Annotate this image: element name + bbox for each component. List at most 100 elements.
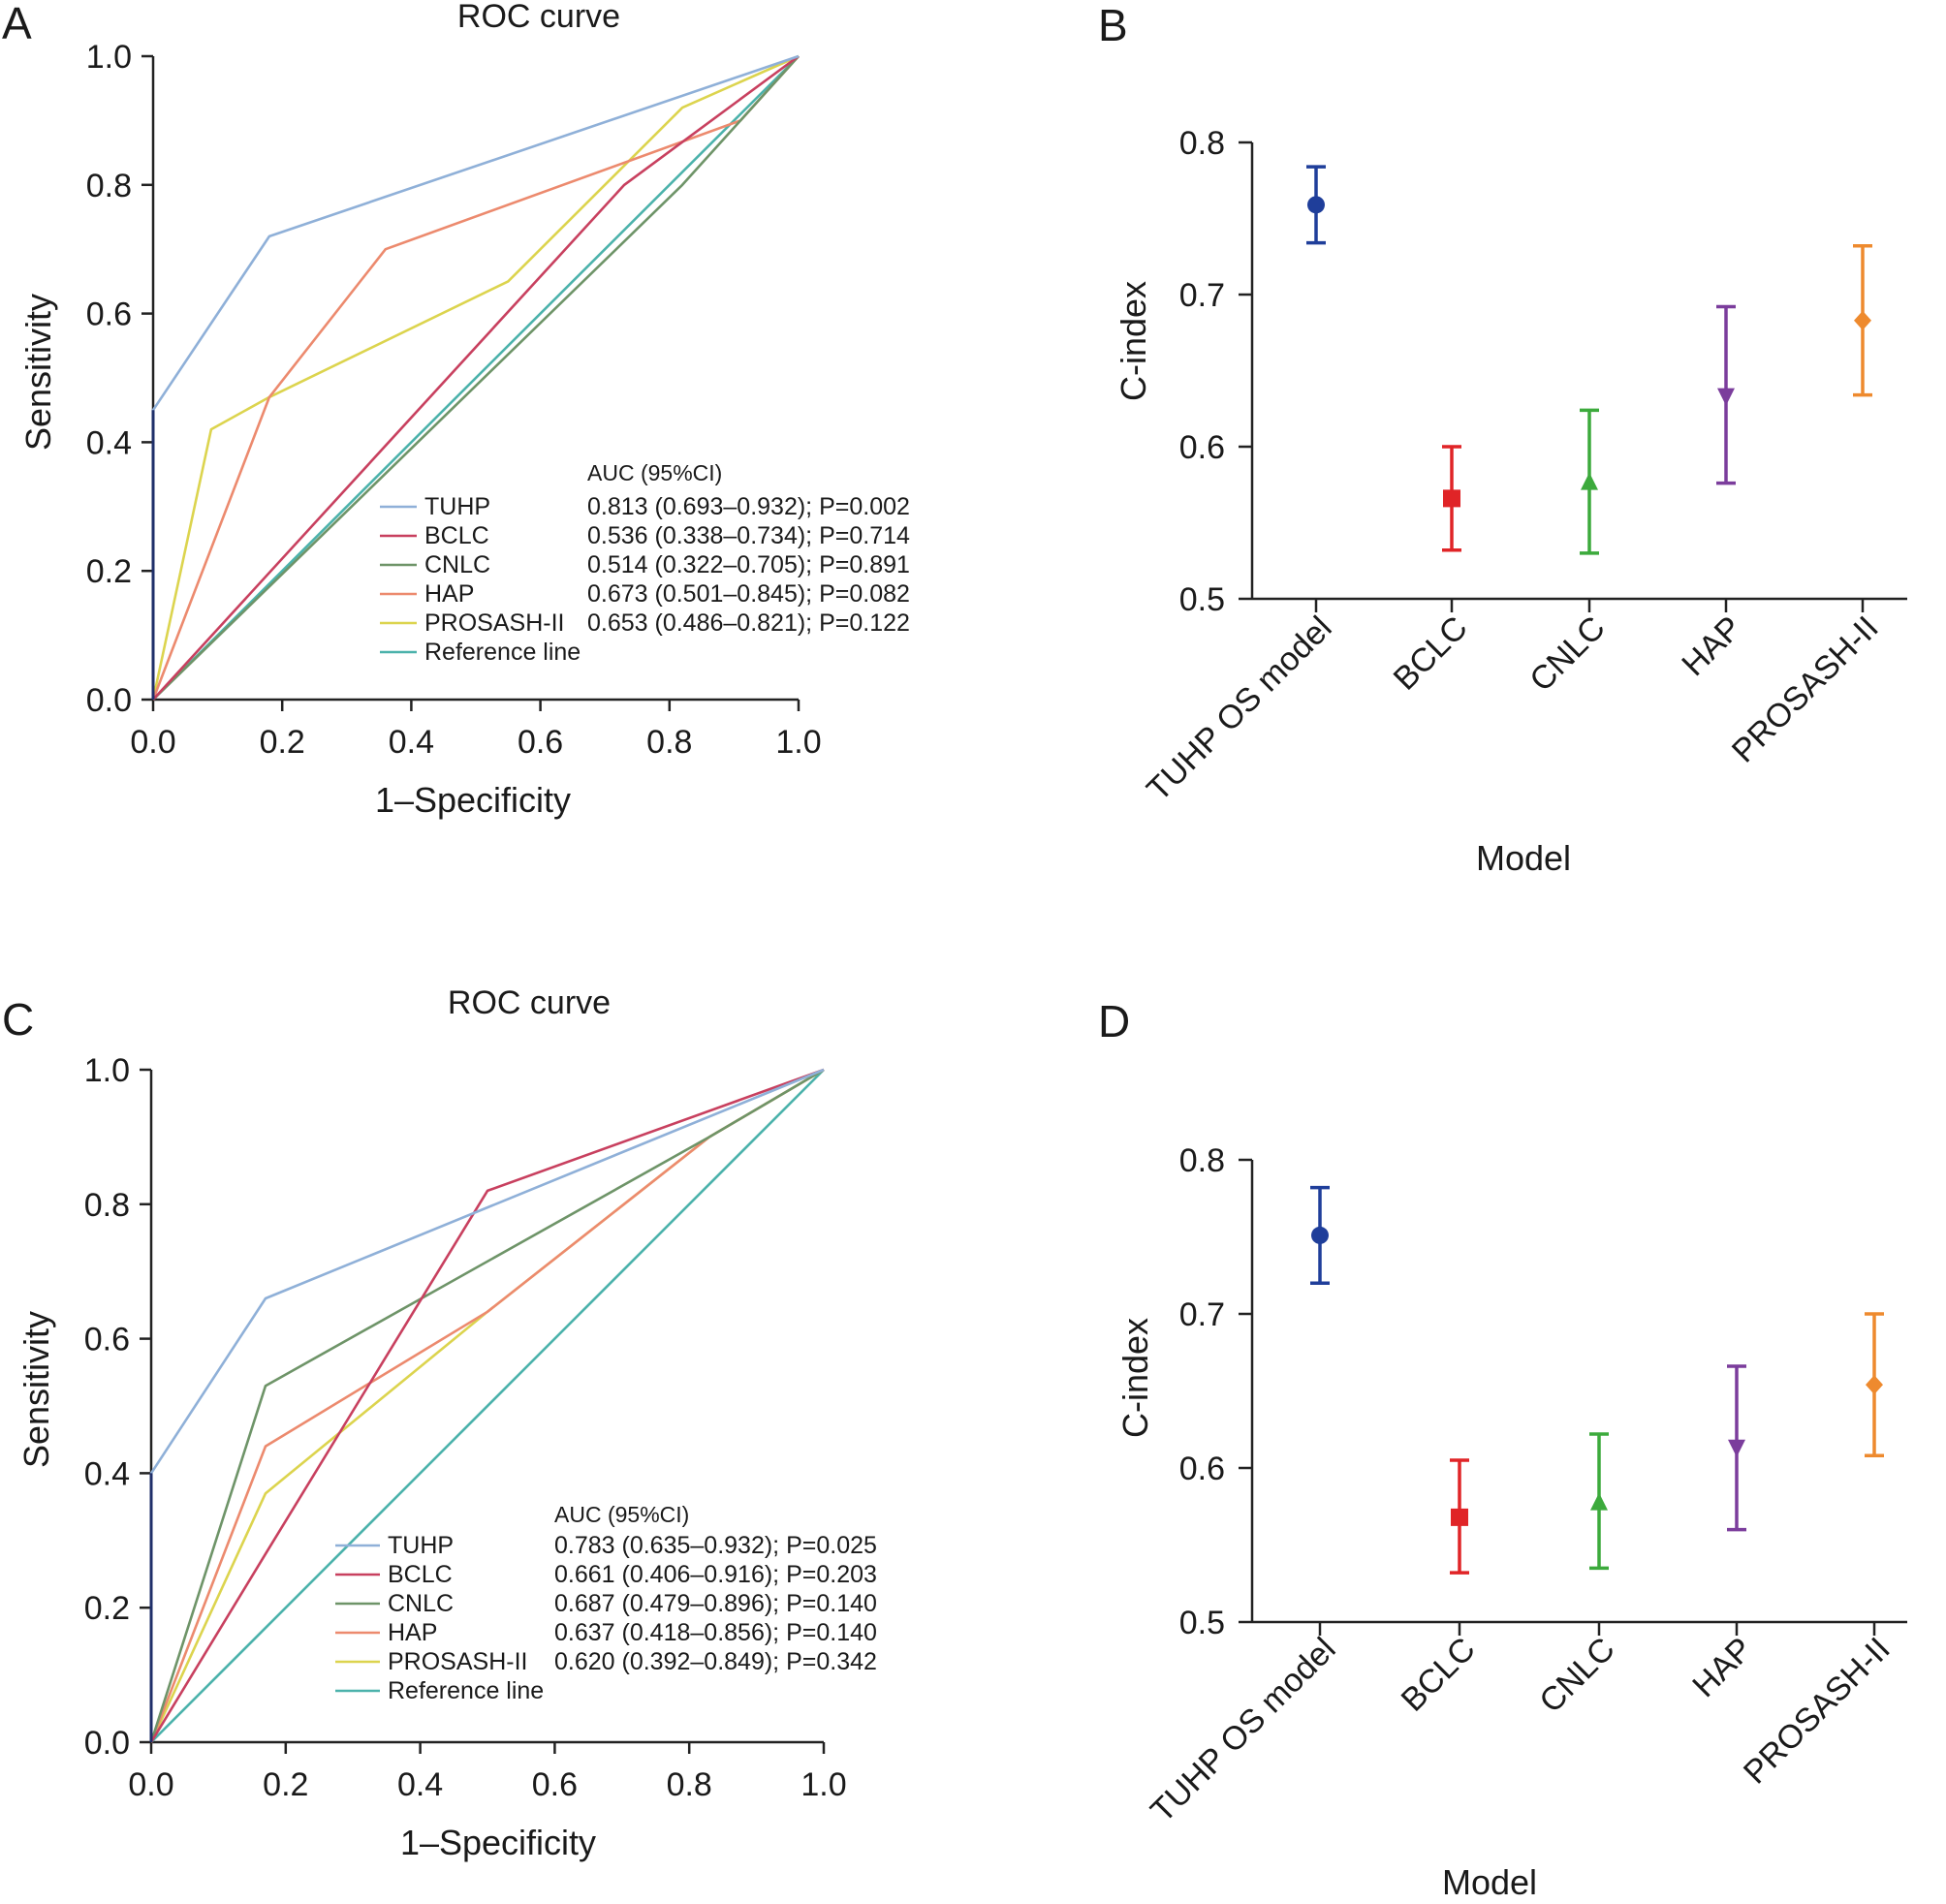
category-label: CNLC [1522,609,1612,699]
y-axis-label-c: Sensitivity [16,1311,56,1468]
category-label: TUHP OS model [1144,1631,1342,1829]
category-label: CNLC [1532,1631,1621,1720]
legend-auc-value: 0.536 (0.338–0.734); P=0.714 [587,522,910,549]
marker-square [1451,1508,1468,1526]
x-tick-label: 0.0 [130,724,175,761]
legend-label: PROSASH-II [424,609,564,637]
marker-triangle-down [1717,388,1735,406]
category-label: PROSASH-II [1725,609,1886,770]
roc-curve-bclc [152,54,800,701]
y-tick-label: 0.8 [1179,125,1225,162]
x-tick-label: 0.4 [389,724,434,761]
marker-triangle-down [1728,1439,1745,1457]
panel-letter-d: D [1098,996,1130,1046]
x-tick-label: 0.6 [518,724,563,761]
x-tick-label: 0.8 [646,724,692,761]
roc-curve-bclc [149,1068,825,1743]
legend-label: TUHP [388,1532,454,1559]
legend-label: BCLC [424,522,489,549]
plot-area-c: 0.0 0.0 0.2 0.2 0.4 0.4 0.6 0.6 0.8 0.8 1.0 1.0 AUC … [84,1052,877,1803]
panel-letter-b: B [1098,0,1128,50]
x-tick-label: 0.4 [397,1766,443,1803]
roc-curve-cnlc [152,55,800,701]
x-axis-label-a: 1–Specificity [375,780,571,820]
x-axis-label-d: Model [1442,1862,1537,1902]
legend-label: BCLC [388,1561,453,1588]
roc-curve-reference-line [150,1069,825,1743]
x-tick-label: 0.8 [667,1766,712,1803]
legend-label: Reference line [424,639,581,666]
legend-auc-value: 0.783 (0.635–0.932); P=0.025 [554,1532,877,1559]
x-tick-label: 1.0 [775,724,821,761]
category-label: HAP [1685,1631,1759,1704]
x-tick-label: 0.2 [263,1766,308,1803]
legend-label: CNLC [388,1590,454,1617]
y-tick-label: 0.5 [1179,1605,1225,1641]
category-label: PROSASH-II [1737,1631,1898,1792]
chart-title-a: ROC curve [457,0,620,35]
y-tick-label: 0.6 [84,1322,130,1358]
y-tick-label: 0.8 [1179,1142,1225,1179]
y-tick-label: 0.2 [86,553,132,590]
legend-label: CNLC [424,551,490,578]
y-axis-label-d: C-index [1115,1318,1155,1438]
x-tick-label: 0.6 [532,1766,578,1803]
roc-curve-reference-line [152,55,800,701]
y-tick-label: 0.0 [84,1725,130,1762]
legend-auc-value: 0.813 (0.693–0.932); P=0.002 [587,493,910,520]
x-tick-label: 0.0 [128,1766,173,1803]
y-tick-label: 0.6 [1179,429,1225,466]
y-tick-label: 0.7 [1179,1296,1225,1333]
legend-auc-value: 0.687 (0.479–0.896); P=0.140 [554,1590,877,1617]
legend-header: AUC (95%CI) [587,460,722,485]
legend-label: HAP [424,580,474,608]
marker-circle [1311,1226,1329,1244]
legend-header: AUC (95%CI) [554,1502,689,1527]
roc-chart-a: ROC curve 1–Specificity Sensitivity 0.0 0… [18,0,910,820]
roc-curve-cnlc [149,1068,825,1743]
legend-auc-value: 0.514 (0.322–0.705); P=0.891 [587,551,910,578]
marker-triangle-up [1581,472,1598,490]
y-tick-label: 0.5 [1179,581,1225,618]
x-tick-label: 0.2 [260,724,305,761]
x-axis-label-c: 1–Specificity [400,1823,596,1862]
y-tick-label: 0.8 [84,1187,130,1224]
category-label: BCLC [1395,1631,1483,1719]
x-axis-label-b: Model [1476,838,1571,878]
chart-title-c: ROC curve [448,984,611,1021]
legend-label: PROSASH-II [388,1648,527,1675]
legend-label: HAP [388,1619,437,1646]
y-tick-label: 0.4 [86,424,132,461]
y-tick-label: 1.0 [84,1052,130,1089]
y-tick-label: 0.0 [86,682,132,719]
legend-label: Reference line [388,1677,544,1704]
panel-letter-a: A [2,0,32,48]
legend-auc-value: 0.661 (0.406–0.916); P=0.203 [554,1561,877,1588]
legend-auc-value: 0.673 (0.501–0.845); P=0.082 [587,580,910,608]
cindex-chart-b: Model C-index 0.5 0.6 0.7 0.8 TUHP OS model B… [1114,125,1907,878]
y-tick-label: 0.2 [84,1590,130,1627]
y-tick-label: 0.6 [1179,1451,1225,1487]
y-axis-label-b: C-index [1114,281,1153,401]
marker-circle [1307,196,1325,214]
category-label: TUHP OS model [1140,609,1338,808]
marker-triangle-up [1590,1492,1608,1511]
legend-auc-value: 0.637 (0.418–0.856); P=0.140 [554,1619,877,1646]
category-label: HAP [1675,609,1748,683]
marker-diamond [1866,1375,1883,1395]
marker-square [1443,489,1460,508]
y-axis-label-a: Sensitivity [18,294,58,451]
legend-label: TUHP [424,493,490,520]
x-tick-label: 1.0 [800,1766,846,1803]
plot-area-a: 0.0 0.0 0.2 0.2 0.4 0.4 0.6 0.6 0.8 0.8 1.0 1.0 AUC … [86,39,910,761]
legend-auc-value: 0.620 (0.392–0.849); P=0.342 [554,1648,877,1675]
roc-chart-c: ROC curve 1–Specificity Sensitivity 0.0 0… [16,984,877,1862]
y-tick-label: 0.7 [1179,277,1225,314]
y-tick-label: 1.0 [86,39,132,76]
plot-area-d: 0.5 0.6 0.7 0.8 TUHP OS model BCLC CNLC HAPPROS… [1144,1142,1907,1829]
legend-auc-value: 0.653 (0.486–0.821); P=0.122 [587,609,910,637]
roc-curve-prosash-ii [151,54,800,701]
cindex-chart-d: Model C-index 0.5 0.6 0.7 0.8 TUHP OS model B… [1115,1142,1907,1902]
category-label: BCLC [1387,609,1475,698]
